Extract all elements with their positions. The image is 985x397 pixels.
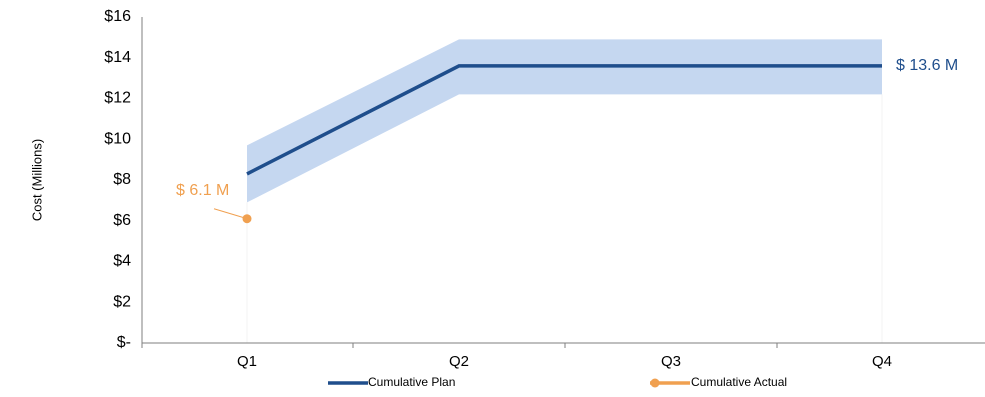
y-tick-label: $4	[113, 253, 131, 270]
legend-actual-label: Cumulative Actual	[691, 375, 787, 389]
y-tick-label: $6	[113, 212, 131, 229]
x-tick-label-q2: Q2	[449, 353, 469, 370]
x-tick-label-q3: Q3	[661, 353, 681, 370]
y-tick-label: $2	[113, 293, 131, 310]
y-tick-label: $8	[113, 171, 131, 188]
x-tick-label-q4: Q4	[872, 353, 892, 370]
y-tick-label: $12	[104, 90, 131, 107]
y-tick-label: $10	[104, 130, 131, 147]
y-tick-label: $16	[104, 8, 131, 25]
cumulative-plan-line	[246, 64, 882, 176]
cumulative-actual-point	[242, 214, 252, 224]
plan-band-group	[247, 39, 882, 203]
actual-label-leader	[213, 208, 245, 219]
legend: Cumulative Plan Cumulative Actual	[328, 375, 787, 389]
series-group	[242, 64, 882, 224]
plan-end-label: $ 13.6 M	[896, 57, 958, 74]
y-axis-label: Cost (Millions)	[29, 139, 44, 221]
y-tick-label: $14	[104, 49, 131, 66]
y-tick-label: $-	[117, 334, 131, 351]
axes: $- $2 $4 $6 $8 $10 $12 $14 $16 Q1 Q2 Q3 Q4	[104, 8, 985, 370]
plan-range-band	[247, 39, 882, 203]
drop-lines	[246, 94, 883, 343]
legend-actual-marker	[650, 378, 660, 388]
legend-plan-label: Cumulative Plan	[368, 375, 455, 389]
x-tick-label-q1: Q1	[237, 353, 257, 370]
actual-value-label: $ 6.1 M	[176, 182, 229, 199]
data-labels: $ 13.6 M $ 6.1 M	[176, 57, 958, 219]
